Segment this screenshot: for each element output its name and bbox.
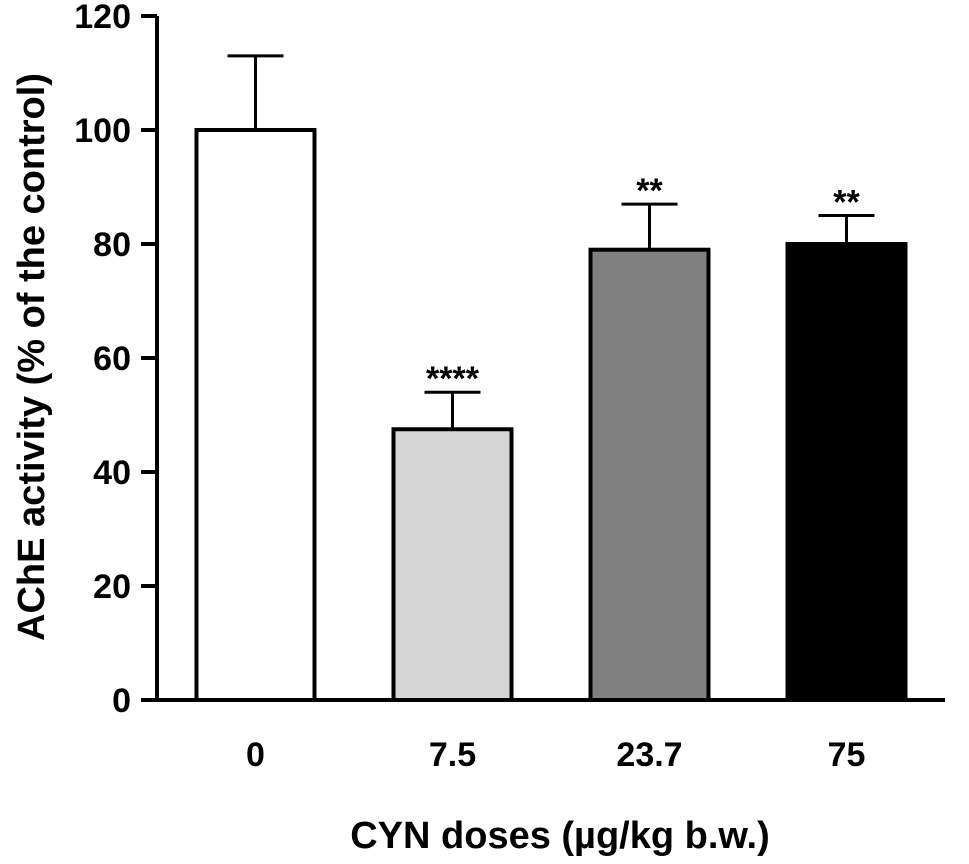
y-tick-label-120: 120 <box>74 0 131 36</box>
y-tick-label-0: 0 <box>112 682 131 720</box>
x-tick-label-7.5: 7.5 <box>429 736 476 774</box>
error-bars <box>227 54 875 430</box>
x-tick-label-0: 0 <box>246 736 265 774</box>
y-tick-label-60: 60 <box>93 340 131 378</box>
y-tick-label-80: 80 <box>93 226 131 264</box>
significance-75: ** <box>833 184 860 222</box>
x-axis-title: CYN doses (µg/kg b.w.) <box>350 815 770 857</box>
bar-7.5 <box>391 427 514 702</box>
bar-0 <box>194 128 317 702</box>
significance-7.5: **** <box>426 360 480 398</box>
significance-labels: ****** ** <box>426 172 860 398</box>
bar-75 <box>785 242 908 702</box>
x-tick-labels: 0 7.5 23.7 75 <box>246 736 865 774</box>
y-tick-label-100: 100 <box>74 112 131 150</box>
y-tick-label-40: 40 <box>93 454 131 492</box>
significance-23.7: ** <box>636 172 663 210</box>
y-tick-label-20: 20 <box>93 568 131 606</box>
bar-23.7 <box>588 247 711 702</box>
y-ticks: 0 20 40 60 80 100 120 <box>74 0 157 720</box>
bars <box>194 128 908 702</box>
y-axis-title: AChE activity (% of the control) <box>11 73 53 641</box>
x-tick-label-23.7: 23.7 <box>616 736 682 774</box>
x-tick-label-75: 75 <box>828 736 866 774</box>
